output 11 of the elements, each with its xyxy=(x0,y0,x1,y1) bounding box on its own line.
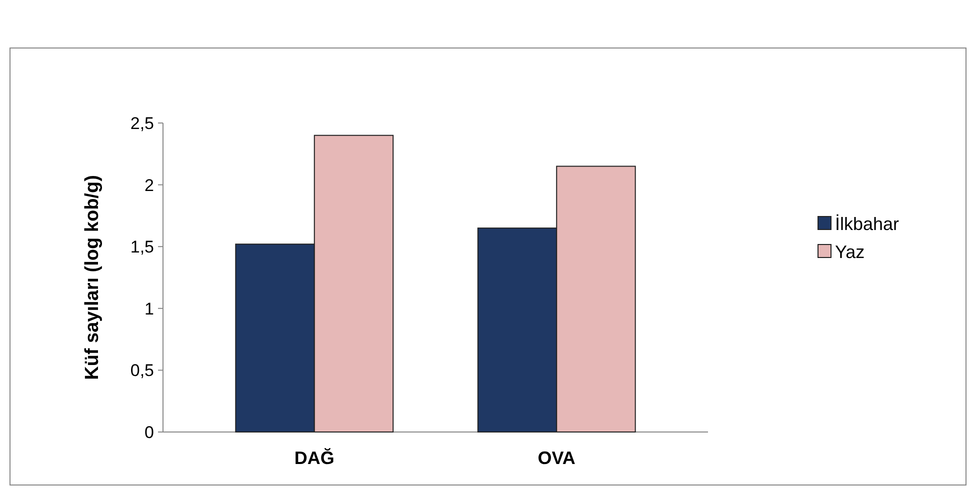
legend-label: Yaz xyxy=(835,242,865,262)
y-tick-label: 2 xyxy=(144,176,154,195)
y-tick-label: 1 xyxy=(144,299,154,318)
x-tick-label: DAĞ xyxy=(294,448,334,468)
y-tick-label: 2,5 xyxy=(130,114,154,133)
y-tick-label: 0,5 xyxy=(130,361,154,380)
y-tick-label: 0 xyxy=(144,422,154,442)
y-axis-title: Küf sayıları (log kob/g) xyxy=(82,175,103,380)
legend-label: İlkbahar xyxy=(835,214,900,234)
y-tick-label: 1,5 xyxy=(130,238,154,257)
x-tick-label: OVA xyxy=(538,448,576,468)
